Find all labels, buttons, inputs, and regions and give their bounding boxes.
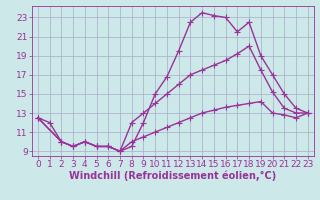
X-axis label: Windchill (Refroidissement éolien,°C): Windchill (Refroidissement éolien,°C) [69, 171, 276, 181]
